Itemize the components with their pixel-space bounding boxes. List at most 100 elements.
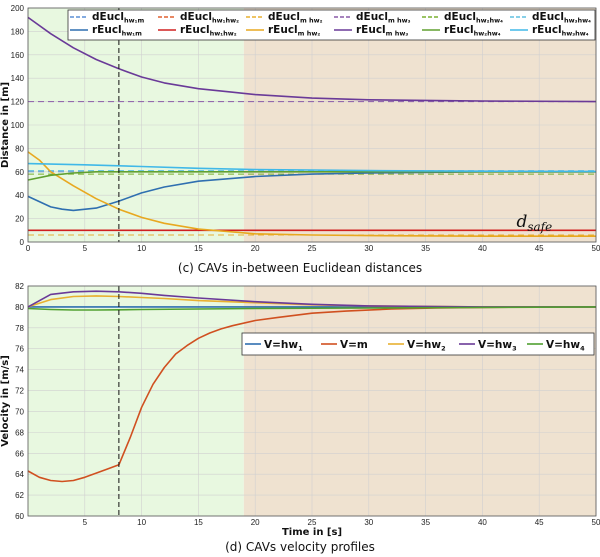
- legend-label: rEuclhw₃hw₄: [532, 24, 589, 38]
- series-line-1: [27, 306, 596, 483]
- legend-label-main: dEucl: [180, 11, 212, 23]
- x-tick-label: 35: [421, 518, 430, 527]
- distance-legend-box: [67, 9, 596, 41]
- distance-chart: 0 5 10 15 20 25 30 35 40 45 50 0 20 40 60 80 100 120 140 16…: [0, 4, 600, 253]
- legend-label-sub: m hw₂: [300, 17, 323, 25]
- x-tick-label: 25: [308, 518, 317, 527]
- series-line-11: [27, 162, 597, 173]
- x-tick-label: 15: [194, 518, 203, 527]
- legend-label: rEuclhw₂hw₄: [444, 24, 501, 38]
- y-tick-label: 40: [15, 191, 24, 200]
- legend-label-main: dEucl: [444, 11, 476, 23]
- x-axis-label: Time in [s]: [282, 527, 342, 538]
- legend-label-sub: hw₃hw₄: [564, 17, 591, 25]
- legend-label-main: rEucl: [444, 24, 474, 36]
- x-tick-label: 50: [592, 518, 600, 527]
- distance-chart-caption: (c) CAVs in-between Euclidean distances: [178, 261, 422, 275]
- x-tick-label: 30: [364, 244, 373, 253]
- x-tick-label: 5: [83, 244, 88, 253]
- y-tick-label: 76: [15, 345, 24, 354]
- legend-label: dEuclm hw₃: [356, 11, 411, 25]
- x-tick-label: 25: [308, 244, 317, 253]
- phase-band-1: [243, 286, 596, 516]
- distance-legend: dEuclhw₁m dEuclhw₁hw₂ dEuclm hw₂ dEuclm hw₃…: [67, 9, 596, 41]
- legend-label-main: dEucl: [268, 11, 300, 23]
- y-tick-label: 100: [11, 121, 25, 130]
- x-tick-label: 35: [421, 244, 430, 253]
- y-tick-label: 64: [15, 470, 24, 479]
- x-tick-label: 40: [478, 518, 487, 527]
- legend-label: rEuclm hw₂: [268, 24, 320, 38]
- legend-label: dEuclm hw₂: [268, 11, 323, 25]
- x-tick-label: 10: [137, 244, 146, 253]
- x-tick-label: 20: [251, 518, 260, 527]
- x-tick-label: 0: [26, 244, 31, 253]
- legend-label-main: dEucl: [92, 11, 124, 23]
- legend-label: V=hw1: [264, 339, 303, 353]
- x-tick-label: 20: [251, 244, 260, 253]
- legend-label: rEuclhw₁hw₂: [180, 24, 237, 38]
- series-line-3: [27, 290, 596, 308]
- y-tick-label: 60: [15, 168, 24, 177]
- y-tick-label: 72: [15, 387, 24, 396]
- legend-label-sub: hw₃hw₄: [562, 30, 589, 38]
- series-line-10: [27, 171, 596, 181]
- legend-label-main: dEucl: [532, 11, 564, 23]
- y-tick-label: 160: [11, 51, 25, 60]
- legend-label-sub: 2: [441, 345, 446, 353]
- y-axis-label: Velocity in [m/s]: [0, 355, 11, 447]
- y-tick-label: 68: [15, 428, 24, 437]
- dsafe-annotation-sub: safe: [527, 220, 552, 234]
- velocity-legend-box: [241, 332, 595, 356]
- legend-label-main: rEucl: [268, 24, 298, 36]
- legend-label-sub: m hw₂: [298, 30, 321, 38]
- legend-label-sub: hw₁m: [124, 17, 144, 25]
- x-tick-label: 40: [478, 244, 487, 253]
- legend-label: V=hw4: [546, 339, 585, 353]
- dsafe-annotation: dsafe: [516, 212, 552, 234]
- series-line-6: [27, 171, 596, 212]
- legend-label-sub: 1: [298, 345, 303, 353]
- y-tick-label: 0: [20, 238, 25, 247]
- legend-label-sub: hw₁hw₂: [210, 30, 237, 38]
- plot-frame: [27, 285, 597, 517]
- y-tick-label: 140: [11, 74, 25, 83]
- legend-label-sub: m hw₃: [386, 30, 409, 38]
- y-axis-label: Distance in [m]: [0, 82, 11, 168]
- legend-label: V=hw3: [478, 339, 517, 353]
- legend-label-main: rEucl: [92, 24, 122, 36]
- y-tick-label: 60: [15, 512, 24, 521]
- y-tick-label: 180: [11, 27, 25, 36]
- velocity-chart-caption: (d) CAVs velocity profiles: [225, 540, 375, 554]
- legend-label-main: rEucl: [356, 24, 386, 36]
- x-tick-label: 5: [83, 518, 88, 527]
- y-tick-label: 70: [15, 407, 24, 416]
- legend-label-main: rEucl: [532, 24, 562, 36]
- y-tick-label: 20: [15, 215, 24, 224]
- series-line-9: [27, 16, 597, 103]
- legend-label-main: V=hw: [546, 339, 580, 351]
- y-tick-label: 62: [15, 491, 24, 500]
- legend-label-sub: hw₂hw₄: [476, 17, 503, 25]
- x-tick-label: 45: [535, 244, 544, 253]
- legend-label-main: V=m: [340, 339, 368, 351]
- velocity-legend: V=hw1 V=m V=hw2 V=hw3 V=hw4: [241, 332, 595, 356]
- legend-label-sub: 3: [512, 345, 517, 353]
- legend-label-main: dEucl: [356, 11, 388, 23]
- legend-label-main: V=hw: [407, 339, 441, 351]
- y-tick-label: 200: [11, 4, 25, 13]
- legend-label: dEuclhw₃hw₄: [532, 11, 591, 25]
- y-tick-label: 120: [11, 98, 25, 107]
- legend-label: dEuclhw₁m: [92, 11, 144, 25]
- phase-band-0: [28, 286, 244, 516]
- legend-label: dEuclhw₂hw₄: [444, 11, 503, 25]
- legend-label-sub: 4: [580, 345, 585, 353]
- legend-label-main: V=hw: [264, 339, 298, 351]
- x-tick-label: 30: [364, 518, 373, 527]
- y-tick-label: 78: [15, 324, 24, 333]
- legend-label-main: rEucl: [180, 24, 210, 36]
- legend-label-sub: m hw₃: [388, 17, 411, 25]
- y-tick-label: 82: [15, 282, 24, 291]
- series-line-4: [27, 306, 597, 311]
- legend-label-main: V=hw: [478, 339, 512, 351]
